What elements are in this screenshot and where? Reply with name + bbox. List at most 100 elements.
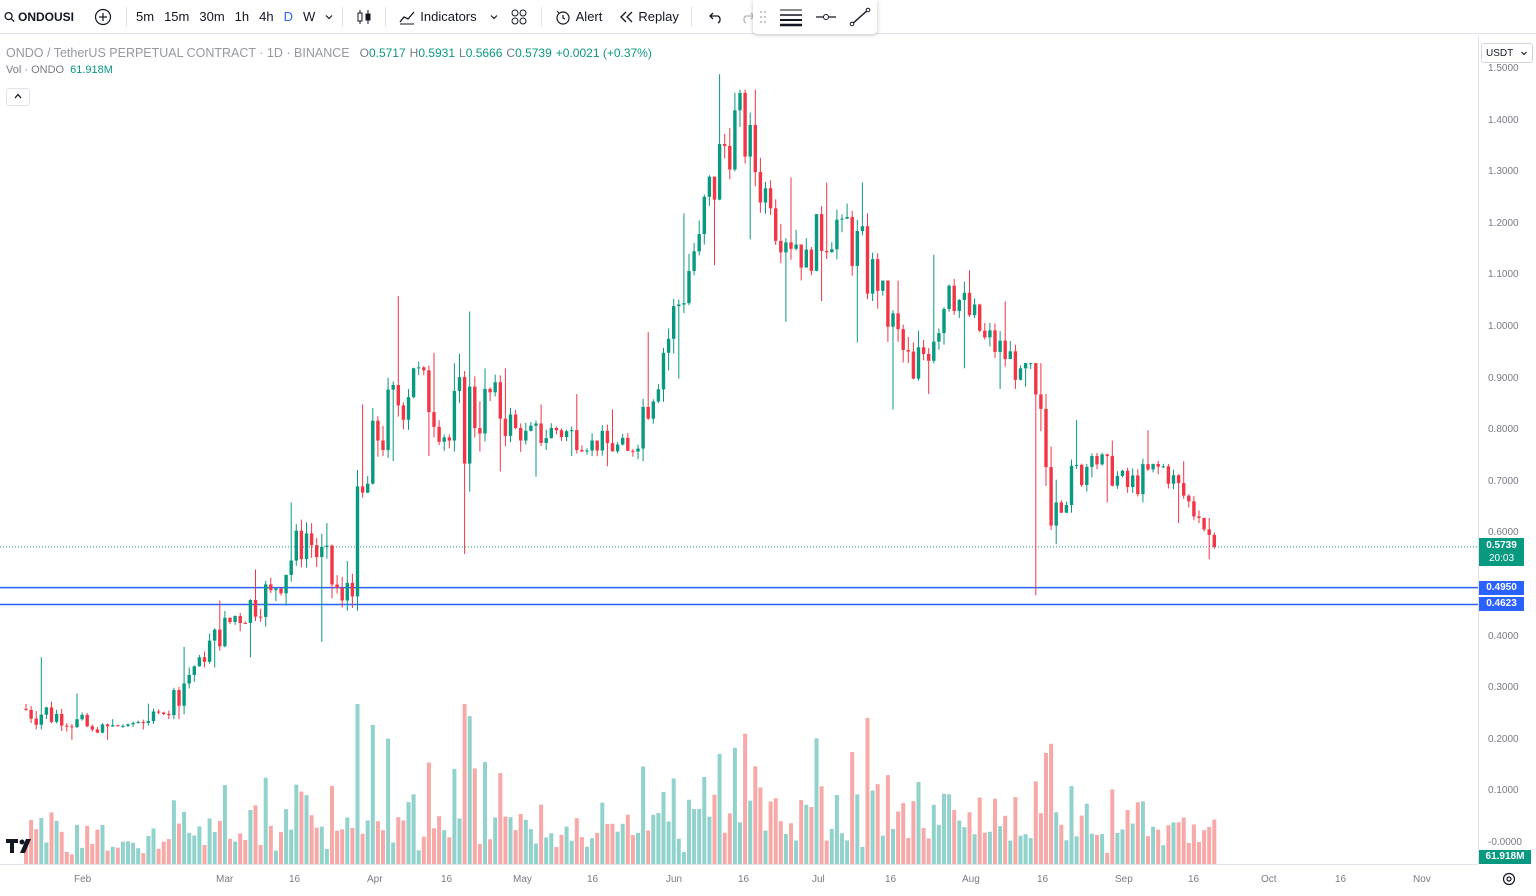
candle-body [870, 259, 875, 294]
candle-body [646, 406, 650, 419]
tradingview-logo[interactable] [6, 838, 36, 859]
candle-body [876, 259, 880, 291]
trend-line-icon[interactable] [849, 7, 871, 27]
alert-button[interactable]: Alert [546, 0, 611, 34]
volume-bar [972, 834, 977, 864]
undo-button[interactable] [696, 0, 734, 34]
drag-handle-icon[interactable] [759, 10, 767, 24]
interval-4h-button[interactable]: 4h [259, 9, 274, 24]
interval-1h-button[interactable]: 1h [234, 9, 250, 24]
volume-bar [743, 733, 748, 864]
candle-body [105, 724, 110, 727]
volume-bar [783, 834, 788, 864]
candle-body [585, 450, 589, 452]
chart-type-button[interactable] [347, 0, 381, 34]
chart-settings-button[interactable] [1502, 872, 1516, 891]
line-width-icon[interactable] [779, 7, 803, 27]
volume-legend-label[interactable]: Vol · ONDO [6, 63, 65, 76]
candle-body [111, 725, 115, 727]
volume-bar [488, 839, 493, 864]
candle-body [901, 329, 905, 350]
volume-bar [34, 829, 39, 864]
candle-body [309, 533, 314, 546]
volume-bar [799, 800, 804, 864]
candle-body [1013, 351, 1018, 380]
volume-bar [926, 838, 931, 864]
candle-body [697, 234, 701, 252]
candle-body [794, 244, 798, 249]
candle-body [417, 367, 421, 369]
candle-body [1182, 483, 1186, 496]
currency-selector[interactable]: USDT [1481, 43, 1533, 63]
price-tick-label: 0.9000 [1488, 372, 1519, 384]
volume-bar [1033, 781, 1038, 864]
indicators-dropdown[interactable] [483, 0, 505, 34]
legend-open: 0.5717 [368, 45, 406, 60]
legend-title[interactable]: ONDO / TetherUS PERPETUAL CONTRACT · 1D … [6, 45, 350, 60]
candle-body [498, 382, 502, 419]
candle-body [248, 600, 253, 623]
grid-icon [511, 9, 527, 24]
candle-body [1095, 456, 1099, 465]
alert-label: Alert [575, 9, 603, 24]
horizontal-line-price-tag[interactable]: 0.4623 [1479, 597, 1524, 611]
interval-15m-button[interactable]: 15m [164, 9, 190, 24]
volume-bar [768, 801, 773, 864]
replay-label: Replay [638, 9, 679, 24]
volume-bar [365, 820, 370, 864]
interval-w-button[interactable]: W [302, 9, 316, 24]
volume-bar [901, 803, 906, 864]
bar-countdown: 20:03 [1488, 553, 1515, 564]
interval-5m-button[interactable]: 5m [136, 9, 155, 24]
price-axis[interactable]: 1.5000 1.4000 1.3000 1.2000 1.1000 1.0000 0.90… [1478, 36, 1536, 864]
candle-body [299, 530, 304, 560]
candle-body [534, 423, 538, 426]
compare-button[interactable] [80, 0, 122, 34]
volume-bar [610, 823, 615, 864]
volume-bar [748, 800, 753, 864]
symbol-search-button[interactable]: ONDOUSI [0, 0, 80, 34]
interval-30m-button[interactable]: 30m [199, 9, 225, 24]
interval-d-button[interactable]: D [283, 9, 293, 24]
candle-body [488, 388, 492, 393]
volume-bar [493, 817, 498, 864]
candle-body [1039, 394, 1043, 409]
candle-body [304, 533, 309, 560]
volume-bar [952, 809, 957, 864]
candle-body [1008, 351, 1012, 360]
horizontal-line-icon[interactable] [815, 10, 837, 24]
volume-bar [753, 766, 758, 864]
horizontal-line-price-tag[interactable]: 0.4950 [1479, 581, 1524, 595]
interval-dropdown-button[interactable] [320, 0, 338, 34]
volume-bar [350, 827, 355, 864]
candle-body [575, 430, 579, 451]
candle-body [967, 292, 972, 316]
candle-body [289, 560, 293, 575]
price-chart[interactable] [0, 36, 1478, 864]
replay-button[interactable]: Replay [610, 0, 686, 34]
volume-bar [738, 822, 742, 864]
candle-body [1171, 475, 1176, 484]
time-tick-label: Apr [367, 874, 383, 885]
candle-body [687, 270, 691, 304]
templates-button[interactable] [505, 0, 537, 34]
volume-bar [778, 821, 783, 864]
candle-body [865, 226, 870, 294]
candle-body [1018, 368, 1023, 380]
volume-bar [1146, 836, 1150, 864]
volume-bar [335, 830, 340, 864]
candle-body [60, 714, 64, 726]
candle-body [927, 353, 931, 361]
candle-body [350, 582, 355, 597]
time-axis[interactable]: Feb Mar 16 Apr 16 May 16 Jun 16 Jul 16 Aug 16 Sep 16 Oc… [0, 864, 1478, 896]
volume-bar [671, 778, 676, 864]
volume-bar [233, 841, 238, 864]
volume-bar [401, 820, 406, 864]
collapse-legend-button[interactable] [6, 88, 30, 106]
volume-bar [386, 738, 391, 864]
volume-bar [982, 832, 987, 864]
candle-body [733, 110, 737, 170]
indicators-button[interactable]: Indicators [390, 0, 482, 34]
candle-body [371, 420, 375, 484]
candle-body [1090, 456, 1094, 467]
